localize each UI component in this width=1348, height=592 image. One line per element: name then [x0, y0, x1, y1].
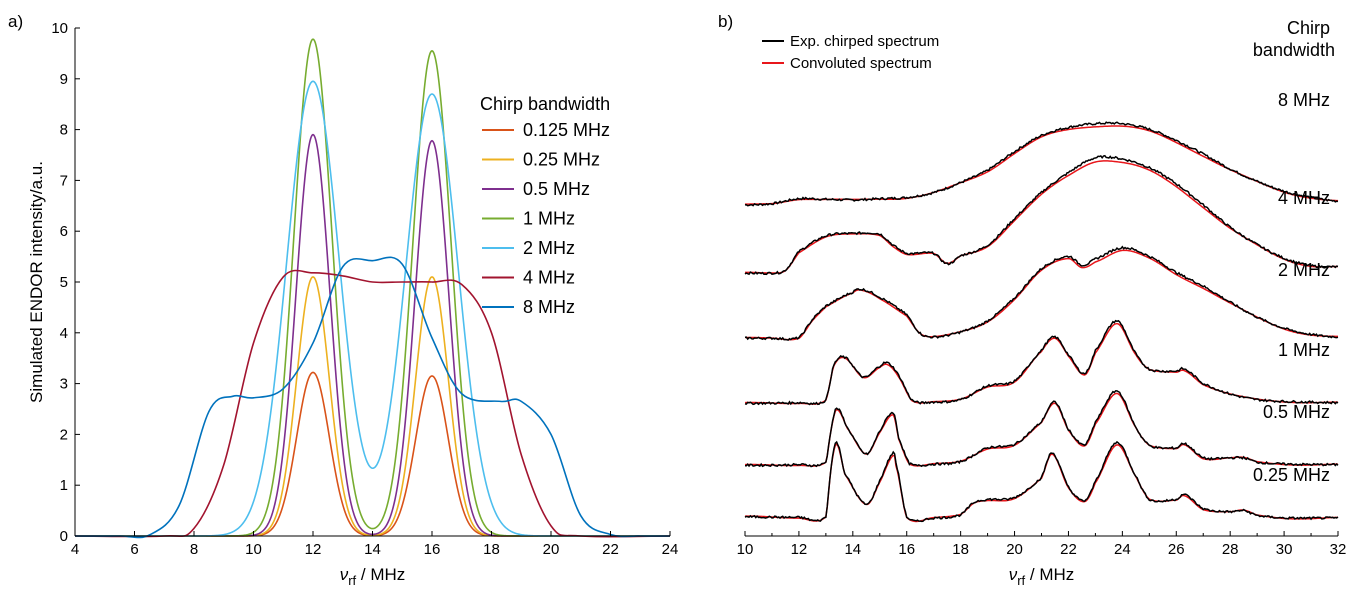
convoluted-trace-4	[744, 392, 1339, 467]
x-tick-label: 16	[898, 541, 915, 558]
x-axis-label: νrf / MHz	[1009, 565, 1075, 588]
header-line2: bandwidth	[1253, 40, 1335, 60]
x-tick-label: 4	[71, 541, 79, 558]
x-tick-label: 14	[364, 541, 381, 558]
experimental-trace-3	[744, 319, 1339, 406]
x-axis-label-unit: / MHz	[356, 565, 405, 584]
y-tick-label: 10	[51, 20, 68, 37]
x-tick-label: 12	[305, 541, 322, 558]
y-tick-label: 4	[60, 325, 68, 342]
legend-entry: 8 MHz	[523, 297, 575, 317]
y-tick-label: 1	[60, 477, 68, 494]
x-tick-label: 18	[952, 541, 969, 558]
x-tick-label: 24	[1114, 541, 1131, 558]
legend-title: Chirp bandwidth	[480, 94, 610, 114]
x-tick-label: 22	[602, 541, 619, 558]
experimental-trace-1	[744, 154, 1339, 276]
header-line1: Chirp	[1287, 18, 1330, 38]
legend-entry: 0.5 MHz	[523, 179, 590, 199]
x-tick-label: 16	[424, 541, 441, 558]
y-tick-label: 3	[60, 376, 68, 393]
legend-entry: 0.125 MHz	[523, 120, 610, 140]
y-tick-label: 5	[60, 274, 68, 291]
x-tick-label: 12	[791, 541, 808, 558]
y-tick-label: 9	[60, 71, 68, 88]
x-tick-label: 6	[130, 541, 138, 558]
x-tick-label: 14	[844, 541, 861, 558]
convoluted-trace-2	[744, 249, 1339, 341]
series-line-5	[74, 269, 671, 538]
trace-label: 0.25 MHz	[1253, 465, 1330, 485]
x-tick-label: 10	[245, 541, 262, 558]
legend-entry: 2 MHz	[523, 238, 575, 258]
y-tick-label: 7	[60, 172, 68, 189]
x-axis-label-unit: / MHz	[1025, 565, 1074, 584]
x-tick-label: 32	[1330, 541, 1347, 558]
convoluted-trace-5	[745, 442, 1339, 523]
panel-a-label: a)	[8, 12, 23, 31]
x-tick-label: 18	[483, 541, 500, 558]
y-axis-label: Simulated ENDOR intensity/a.u.	[27, 161, 46, 403]
x-tick-label: 10	[737, 541, 754, 558]
legend-entry: Exp. chirped spectrum	[790, 33, 939, 50]
legend-entry: 1 MHz	[523, 209, 575, 229]
experimental-trace-2	[744, 245, 1339, 342]
y-tick-label: 6	[60, 223, 68, 240]
x-tick-label: 8	[190, 541, 198, 558]
experimental-trace-5	[744, 440, 1339, 523]
panel-b-chart: 8 MHz 4 MHz 2 MHz 1 MHz 0.5 MHz 0.25 MHz Chirp…	[737, 18, 1347, 588]
x-tick-label: 22	[1060, 541, 1077, 558]
x-axis-label-subscript: rf	[348, 573, 356, 588]
panel-a-chart: 4 6 8 10 12 14 16 18 20 22 24012345678910Simulated…	[27, 20, 678, 588]
panel-b-label: b)	[718, 12, 733, 31]
x-tick-label: 30	[1276, 541, 1293, 558]
x-tick-label: 28	[1222, 541, 1239, 558]
x-axis-label: νrf / MHz	[340, 565, 406, 588]
x-tick-label: 20	[543, 541, 560, 558]
legend-entry: Convoluted spectrum	[790, 55, 932, 72]
experimental-trace-4	[744, 390, 1339, 468]
experimental-trace-0	[744, 121, 1339, 207]
trace-label: 1 MHz	[1278, 340, 1330, 360]
x-axis-label-subscript: rf	[1017, 573, 1025, 588]
x-axis-label-symbol: ν	[1009, 565, 1018, 584]
y-tick-label: 8	[60, 122, 68, 139]
x-tick-label: 20	[1006, 541, 1023, 558]
x-axis-label-symbol: ν	[340, 565, 349, 584]
x-tick-label: 26	[1168, 541, 1185, 558]
series-line-1	[75, 276, 670, 537]
trace-label: 2 MHz	[1278, 260, 1330, 280]
legend-entry: 4 MHz	[523, 268, 575, 288]
trace-label: 4 MHz	[1278, 188, 1330, 208]
legend-entry: 0.25 MHz	[523, 150, 600, 170]
series-line-6	[74, 256, 671, 539]
trace-label: 0.5 MHz	[1263, 402, 1330, 422]
y-tick-label: 0	[60, 528, 68, 545]
y-tick-label: 2	[60, 426, 68, 443]
series-line-0	[75, 371, 670, 537]
trace-label: 8 MHz	[1278, 90, 1330, 110]
x-tick-label: 24	[662, 541, 679, 558]
